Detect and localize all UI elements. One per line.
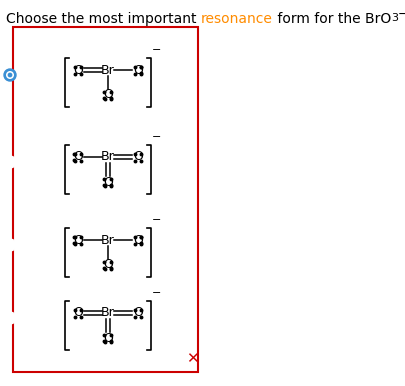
Text: −: − xyxy=(151,288,161,298)
Text: Br: Br xyxy=(101,234,115,247)
Text: O: O xyxy=(133,234,143,247)
Text: O: O xyxy=(103,332,113,344)
Circle shape xyxy=(4,312,16,324)
Text: O: O xyxy=(73,234,83,247)
Text: Br: Br xyxy=(101,151,115,164)
Text: Br: Br xyxy=(101,64,115,76)
Text: O: O xyxy=(133,306,143,320)
Text: O: O xyxy=(73,64,83,76)
Circle shape xyxy=(4,156,16,168)
Text: O: O xyxy=(73,151,83,164)
Circle shape xyxy=(8,73,12,77)
Text: O: O xyxy=(133,64,143,76)
Text: O: O xyxy=(103,88,113,102)
Text: −: − xyxy=(397,8,405,21)
Text: −: − xyxy=(151,132,161,142)
Text: O: O xyxy=(103,259,113,271)
Bar xyxy=(13,27,198,372)
Text: Br: Br xyxy=(101,306,115,320)
Text: resonance: resonance xyxy=(200,12,272,26)
Circle shape xyxy=(7,72,13,78)
Text: O: O xyxy=(103,176,113,188)
Text: ✕: ✕ xyxy=(185,351,198,366)
Text: −: − xyxy=(151,215,161,225)
Text: −: − xyxy=(151,45,161,55)
Circle shape xyxy=(4,69,16,81)
Text: form for the BrO: form for the BrO xyxy=(272,12,390,26)
Circle shape xyxy=(4,239,16,251)
Text: O: O xyxy=(73,306,83,320)
Text: 3: 3 xyxy=(390,13,397,23)
Text: Choose the most important: Choose the most important xyxy=(6,12,200,26)
Text: O: O xyxy=(133,151,143,164)
